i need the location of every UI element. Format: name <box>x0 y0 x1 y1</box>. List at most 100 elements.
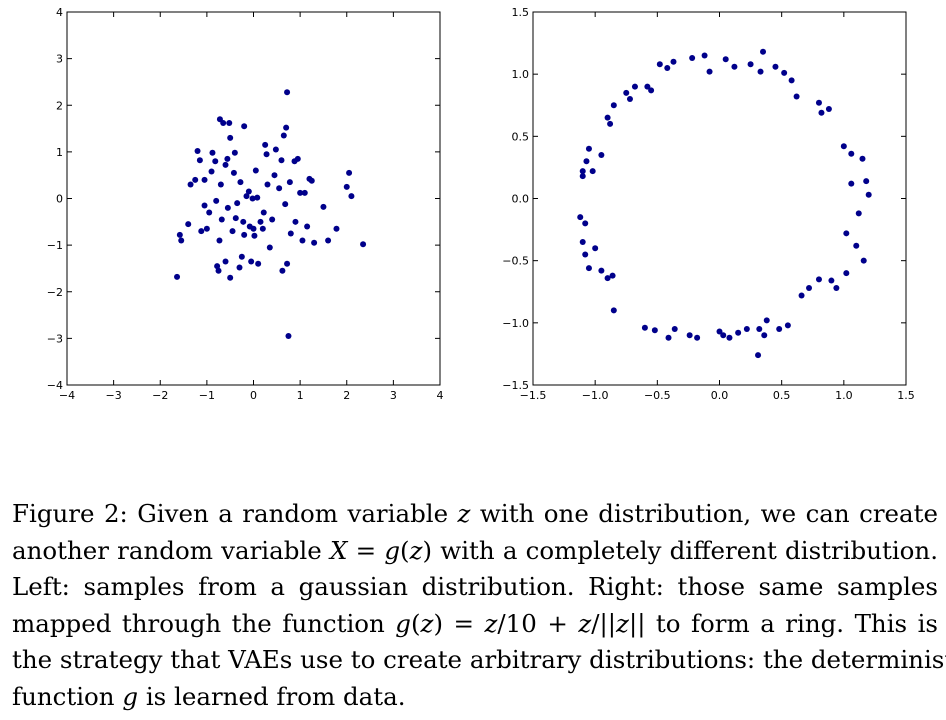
left-y-tick-label: −3 <box>47 332 63 345</box>
right-data-point <box>731 63 738 70</box>
right-data-point <box>848 150 855 157</box>
right-data-point <box>671 326 678 333</box>
left-data-point <box>279 267 286 274</box>
left-data-point <box>282 201 289 208</box>
right-data-point <box>833 285 840 292</box>
left-data-point <box>262 141 269 148</box>
right-data-point <box>747 61 754 68</box>
right-data-point <box>776 326 783 333</box>
left-data-point <box>220 119 227 126</box>
right-y-tick-label: −1.0 <box>502 317 529 330</box>
right-scatter-panel: −1.5 −1.0 −0.5 0.0 0.5 1.0 1.5 −1.5 −1.0 −0.5 0.0 0… <box>502 6 914 402</box>
right-x-tick-label: −1.0 <box>582 389 609 402</box>
left-data-point <box>224 155 231 162</box>
left-data-point <box>280 132 287 139</box>
right-data-point <box>781 69 788 76</box>
math-symbol: g <box>384 535 400 565</box>
right-data-point <box>604 275 611 282</box>
right-data-point <box>840 143 847 150</box>
right-data-point <box>788 77 795 84</box>
left-data-point <box>237 179 244 186</box>
right-data-point <box>818 109 825 116</box>
right-y-tick-label: 0.5 <box>512 130 530 143</box>
left-data-point <box>192 176 199 183</box>
caption-line: another random variable X = g(z) with a … <box>12 535 938 565</box>
left-data-point <box>304 223 311 230</box>
left-data-point <box>259 225 266 232</box>
right-data-point <box>648 87 655 94</box>
left-data-point <box>283 124 290 131</box>
right-data-point <box>863 178 870 185</box>
left-data-point <box>266 244 273 251</box>
figure-caption: Figure 2: Given a random variable z with… <box>12 496 946 715</box>
left-data-point <box>208 168 215 175</box>
left-y-tick-label: 2 <box>56 99 63 112</box>
caption-line: function g is learned from data. <box>12 681 406 711</box>
left-data-point <box>346 169 353 176</box>
right-data-point <box>735 329 742 336</box>
right-data-point <box>694 334 701 341</box>
left-data-point <box>285 333 292 340</box>
right-data-point <box>641 324 648 331</box>
right-y-tick-label: 0.0 <box>512 193 530 206</box>
right-data-point <box>583 158 590 165</box>
right-data-point <box>689 55 696 62</box>
left-scatter-panel: −4 −3 −2 −1 0 1 2 3 4 −4 −3 −2 −1 0 1 2 3 4 <box>47 6 444 402</box>
left-data-point <box>226 119 233 126</box>
caption-line: the strategy that VAEs use to create arb… <box>12 645 946 674</box>
left-data-point <box>284 260 291 267</box>
left-data-point <box>222 258 229 265</box>
right-data-point <box>598 151 605 158</box>
left-data-point <box>311 239 318 246</box>
left-data-point <box>250 225 257 232</box>
right-data-point <box>860 257 867 264</box>
left-data-point <box>222 161 229 168</box>
right-y-tick-label: −1.5 <box>502 379 529 392</box>
left-data-point <box>245 188 252 195</box>
right-data-point <box>610 102 617 109</box>
right-data-point <box>755 352 762 359</box>
right-data-point <box>761 332 768 339</box>
left-data-point <box>254 194 261 201</box>
left-data-point <box>209 149 216 156</box>
left-data-point <box>297 189 304 196</box>
right-data-point <box>784 322 791 329</box>
left-data-point <box>308 177 315 184</box>
left-data-point <box>263 151 270 158</box>
left-data-point <box>264 181 271 188</box>
right-x-tick-label: 0.0 <box>711 389 729 402</box>
right-data-point <box>726 334 733 341</box>
left-data-point <box>203 225 210 232</box>
right-data-point <box>853 242 860 249</box>
right-data-point <box>722 56 729 63</box>
right-y-tick-label: −0.5 <box>502 255 529 268</box>
left-x-tick-label: −3 <box>106 389 122 402</box>
right-data-point <box>577 214 584 221</box>
right-data-point <box>772 63 779 70</box>
left-data-point <box>294 155 301 162</box>
right-data-point <box>626 96 633 103</box>
math-symbol: z <box>420 608 434 638</box>
left-data-point <box>236 264 243 271</box>
left-y-tick-label: 0 <box>56 193 63 206</box>
right-data-point <box>579 173 586 180</box>
left-y-tick-label: −1 <box>47 239 63 252</box>
math-symbol: g <box>395 608 411 638</box>
left-data-point <box>230 169 237 176</box>
caption-line: Left: samples from a gaussian distributi… <box>12 572 938 601</box>
left-data-point <box>271 172 278 179</box>
left-data-point <box>227 274 234 281</box>
left-data-point <box>238 253 245 260</box>
right-y-tick-label: 1.5 <box>512 6 530 19</box>
left-data-point <box>241 123 248 130</box>
math-symbol: z <box>616 608 629 638</box>
left-x-tick-label: −1 <box>199 389 215 402</box>
caption-line: mapped through the function g(z) = z/10 … <box>12 608 938 638</box>
left-data-point <box>286 179 293 186</box>
right-data-point <box>623 89 630 96</box>
right-data-point <box>843 230 850 237</box>
right-x-tick-label: 1.0 <box>835 389 853 402</box>
right-data-point <box>582 220 589 227</box>
right-data-point <box>592 245 599 252</box>
left-data-point <box>252 167 259 174</box>
